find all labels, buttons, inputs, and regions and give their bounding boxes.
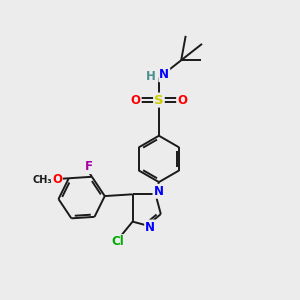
- Text: N: N: [159, 68, 169, 81]
- Text: O: O: [52, 172, 62, 185]
- Text: O: O: [177, 94, 187, 106]
- Text: S: S: [154, 94, 164, 106]
- Text: H: H: [146, 70, 155, 83]
- Text: O: O: [131, 94, 141, 106]
- Text: F: F: [85, 160, 92, 173]
- Text: N: N: [145, 220, 155, 233]
- Text: CH₃: CH₃: [32, 175, 52, 185]
- Text: Cl: Cl: [111, 235, 124, 248]
- Text: N: N: [154, 185, 164, 198]
